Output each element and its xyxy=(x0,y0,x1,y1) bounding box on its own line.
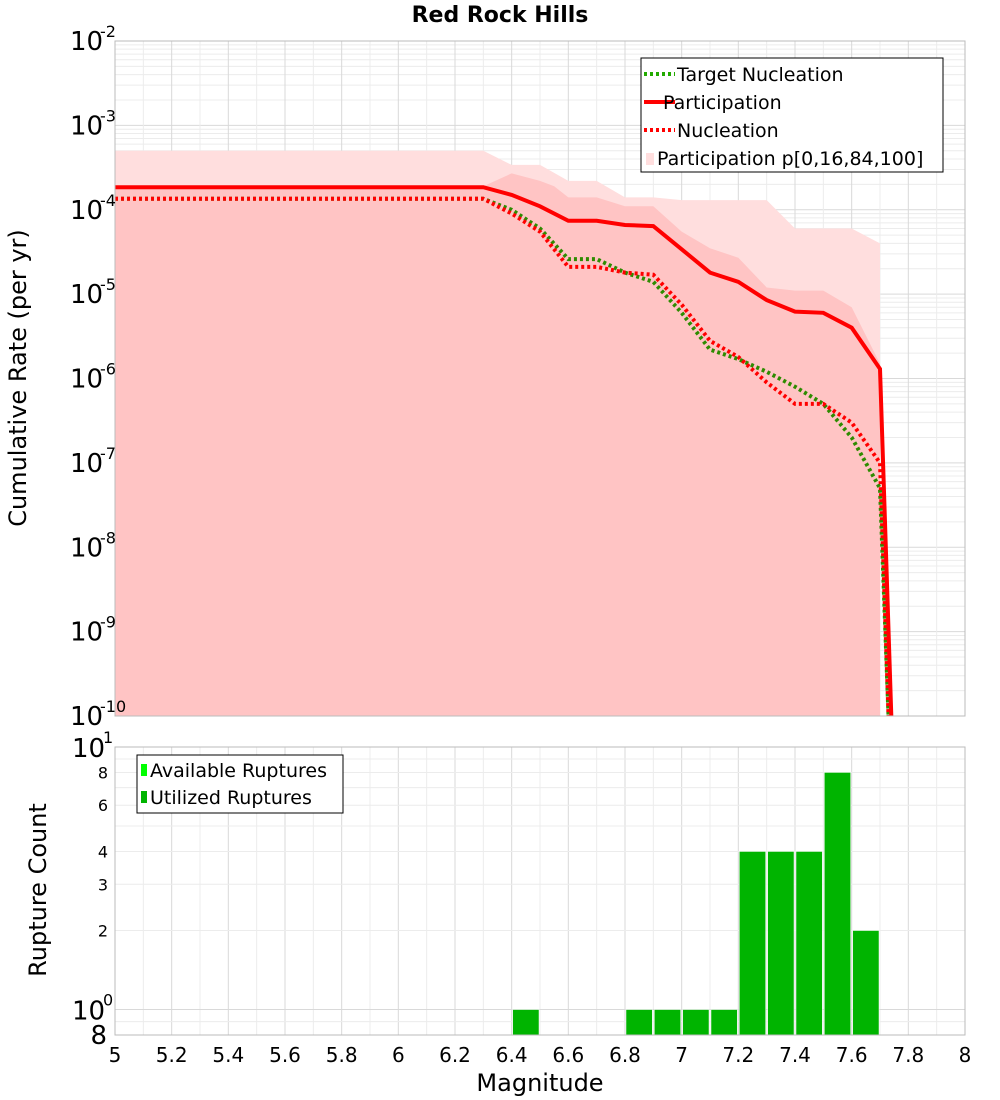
count-y-tick-exponent: 1 xyxy=(103,728,113,747)
x-tick-label: 8 xyxy=(959,1043,972,1067)
count-y-minor-tick-label: 6 xyxy=(98,796,108,815)
bottom-y-axis-label: Rupture Count xyxy=(24,803,52,977)
rate-y-tick-label: 10-9 xyxy=(70,613,116,648)
chart-title: Red Rock Hills xyxy=(412,3,589,28)
rate-y-tick-exponent: -6 xyxy=(100,360,116,379)
utilized-rupture-bar xyxy=(512,1009,540,1036)
x-tick-label: 5.4 xyxy=(212,1043,244,1067)
rate-y-tick-label: 10-5 xyxy=(70,275,116,310)
rate-y-tick-exponent: -2 xyxy=(100,22,116,41)
rate-y-tick-base: 10 xyxy=(70,280,103,310)
rate-y-tick-label: 10-6 xyxy=(70,360,116,395)
count-y-tick-base: 10 xyxy=(72,734,105,764)
rate-y-tick-label: 10-10 xyxy=(70,697,126,732)
rate-panel: 10-1010-910-810-710-610-510-410-310-2Tar… xyxy=(70,22,966,732)
legend-entry-label: Nucleation xyxy=(677,120,779,142)
x-tick-label: 7.6 xyxy=(836,1043,868,1067)
series-line-nucleation xyxy=(115,196,891,717)
series-line-target-nucleation xyxy=(115,196,891,717)
utilized-rupture-bar xyxy=(682,1009,710,1036)
utilized-rupture-bar xyxy=(852,930,880,1036)
x-tick-label: 5.2 xyxy=(156,1043,188,1067)
utilized-rupture-bar xyxy=(654,1009,681,1036)
rate-legend-box xyxy=(640,57,944,173)
x-tick-label: 5.8 xyxy=(326,1043,358,1067)
x-tick-label: 5.6 xyxy=(269,1043,301,1067)
rate-y-tick-base: 10 xyxy=(70,618,103,648)
rate-y-tick-base: 10 xyxy=(70,365,103,395)
utilized-rupture-bar xyxy=(767,851,795,1036)
utilized-rupture-bar xyxy=(625,1009,653,1036)
count-legend-swatch xyxy=(141,791,147,803)
utilized-rupture-bar xyxy=(739,851,766,1036)
count-y-tick-label: 101 xyxy=(72,728,113,764)
x-tick-label: 7.8 xyxy=(892,1043,924,1067)
rate-y-tick-base: 10 xyxy=(70,533,103,563)
participation-band-inner xyxy=(115,173,880,716)
x-tick-label: 6.6 xyxy=(552,1043,584,1067)
utilized-rupture-bar xyxy=(824,772,851,1036)
rate-y-tick-base: 10 xyxy=(70,702,103,732)
rate-legend: Target Nucleation Participation Nucleation… xyxy=(640,57,944,173)
series-line-participation xyxy=(115,185,894,717)
rate-y-tick-label: 10-8 xyxy=(70,528,116,563)
rate-y-tick-exponent: -9 xyxy=(100,613,116,632)
x-tick-label: 6.4 xyxy=(496,1043,528,1067)
x-tick-label: 5 xyxy=(109,1043,122,1067)
rate-y-tick-label: 10-2 xyxy=(70,22,116,57)
rate-y-tick-label: 10-4 xyxy=(70,191,116,226)
count-y-minor-tick-label: 8 xyxy=(98,763,108,782)
x-tick-label: 6 xyxy=(392,1043,405,1067)
utilized-rupture-bar xyxy=(710,1009,738,1036)
rate-y-tick-exponent: -10 xyxy=(100,697,126,716)
rate-y-tick-base: 10 xyxy=(70,196,103,226)
count-y-minor-tick-label: 2 xyxy=(98,922,108,941)
count-legend-label: Available Ruptures xyxy=(150,760,327,782)
x-tick-label: 7 xyxy=(675,1043,688,1067)
utilized-rupture-bar xyxy=(795,851,823,1036)
x-axis-label: Magnitude xyxy=(476,1069,603,1097)
x-tick-label: 6.2 xyxy=(439,1043,471,1067)
rate-y-tick-exponent: -3 xyxy=(100,106,116,125)
count-plot-frame xyxy=(114,746,966,1036)
legend-swatch-band xyxy=(646,153,654,165)
rate-y-tick-exponent: -5 xyxy=(100,275,116,294)
rate-y-tick-label: 10-7 xyxy=(70,444,116,479)
count-y-minor-tick-label: 4 xyxy=(98,842,108,861)
rate-y-tick-exponent: -7 xyxy=(100,444,116,463)
rate-y-tick-exponent: -8 xyxy=(100,528,116,547)
count-legend-box xyxy=(136,754,344,814)
x-tick-label: 7.2 xyxy=(722,1043,754,1067)
rate-y-tick-label: 10-3 xyxy=(70,106,116,141)
count-legend-swatch xyxy=(141,764,147,776)
top-y-axis-label: Cumulative Rate (per yr) xyxy=(4,229,32,527)
count-y-minor-tick-label: 8 xyxy=(90,1021,107,1051)
count-legend: Available Ruptures Utilized Ruptures xyxy=(136,754,344,814)
count-y-tick-label: 100 xyxy=(72,991,113,1027)
rate-y-tick-base: 10 xyxy=(70,27,103,57)
legend-entry-label: Participation xyxy=(663,92,782,114)
legend-entry-label: Target Nucleation xyxy=(676,64,844,86)
count-legend-label: Utilized Ruptures xyxy=(150,787,312,809)
rate-y-tick-base: 10 xyxy=(70,449,103,479)
rate-plot-frame xyxy=(114,40,966,717)
x-tick-label: 6.8 xyxy=(609,1043,641,1067)
count-y-minor-tick-label: 3 xyxy=(98,875,108,894)
legend-entry-label: Participation p[0,16,84,100] xyxy=(657,148,923,170)
rate-y-tick-exponent: -4 xyxy=(100,191,116,210)
x-tick-label: 7.4 xyxy=(779,1043,811,1067)
count-y-tick-exponent: 0 xyxy=(103,991,113,1010)
rate-y-tick-base: 10 xyxy=(70,111,103,141)
count-y-tick-base: 10 xyxy=(72,997,105,1027)
